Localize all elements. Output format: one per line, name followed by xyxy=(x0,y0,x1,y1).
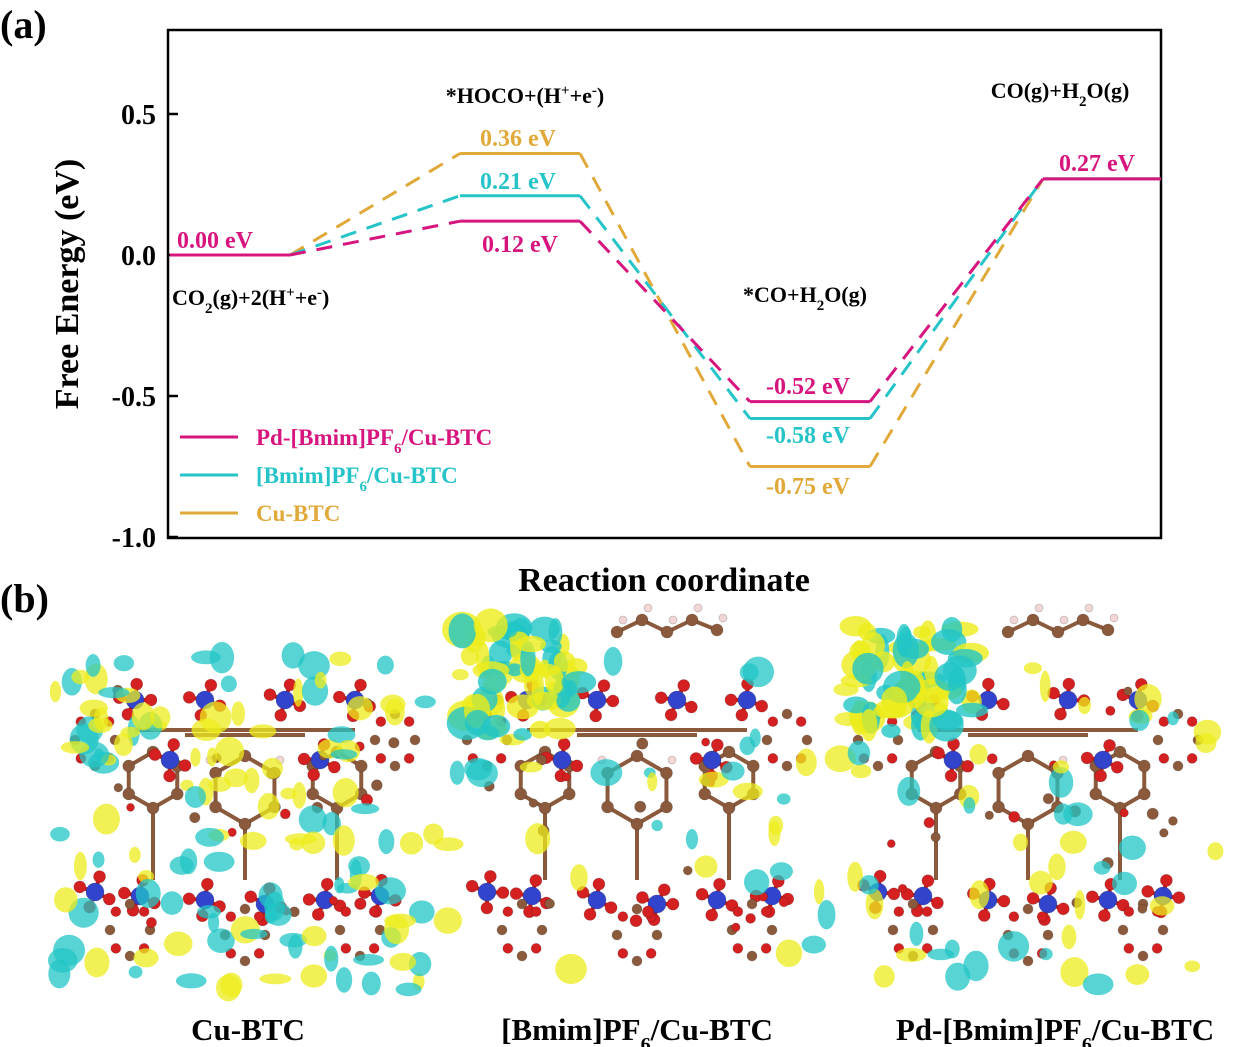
charge-density-structures xyxy=(48,603,1224,1002)
connector xyxy=(578,152,752,468)
connector xyxy=(868,178,1045,468)
connector xyxy=(578,194,752,420)
value-label: -0.52 eV xyxy=(766,374,851,400)
panel-a-label: (a) xyxy=(0,2,47,47)
structure-model xyxy=(433,603,836,985)
y-axis: 0.5 0.0 -0.5 -1.0 xyxy=(112,100,178,554)
state-label: *HOCO+(H++e-) xyxy=(446,83,604,108)
y-tick-label: -0.5 xyxy=(112,382,156,413)
y-tick-label: -1.0 xyxy=(112,523,156,554)
connector xyxy=(868,177,1045,420)
y-axis-label: Free Energy (eV) xyxy=(49,159,86,409)
state-label: CO2(g)+2(H++e-) xyxy=(172,285,329,317)
series-layer xyxy=(170,151,1161,468)
connector xyxy=(868,177,1045,403)
x-axis-label: Reaction coordinate xyxy=(518,562,810,599)
legend-label: Cu-BTC xyxy=(256,501,340,526)
value-labels: 0.00 eV 0.12 eV -0.52 eV 0.27 eV 0.21 eV -0.5… xyxy=(177,126,1136,500)
connector xyxy=(289,219,461,257)
value-label: 0.21 eV xyxy=(480,169,557,195)
structure-caption: [Bmim]PF6/Cu-BTC xyxy=(501,1012,773,1047)
structure-caption: Pd-[Bmim]PF6/Cu-BTC xyxy=(896,1012,1214,1047)
state-label: *CO+H2O(g) xyxy=(743,282,867,314)
legend: Pd-[Bmim]PF6/Cu-BTC [Bmim]PF6/Cu-BTC Cu-BT… xyxy=(180,425,492,526)
value-label: -0.75 eV xyxy=(766,474,851,500)
legend-label: [Bmim]PF6/Cu-BTC xyxy=(256,463,458,495)
value-label: 0.27 eV xyxy=(1059,151,1136,177)
structure-captions: Cu-BTC [Bmim]PF6/Cu-BTC Pd-[Bmim]PF6/Cu-BT… xyxy=(191,1012,1214,1047)
value-label: -0.58 eV xyxy=(766,423,851,449)
connector xyxy=(289,152,461,257)
value-label: 0.12 eV xyxy=(482,232,559,258)
value-label: 0.36 eV xyxy=(480,126,557,152)
state-label: CO(g)+H2O(g) xyxy=(991,78,1130,110)
connector xyxy=(289,194,461,257)
series-0 xyxy=(170,177,1161,404)
connector xyxy=(578,220,752,403)
energy-profile-chart: 0.5 0.0 -0.5 -1.0 Free Energy (eV) Reaction… xyxy=(49,28,1163,599)
structure-model xyxy=(48,641,444,1002)
value-label: 0.00 eV xyxy=(177,228,254,254)
y-tick-label: 0.0 xyxy=(121,241,156,272)
legend-label: Pd-[Bmim]PF6/Cu-BTC xyxy=(256,425,492,457)
y-tick-label: 0.5 xyxy=(121,100,156,131)
panel-b-label: (b) xyxy=(0,576,49,621)
state-labels: CO2(g)+2(H++e-) *HOCO+(H++e-) *CO+H2O(g) CO… xyxy=(172,78,1129,317)
structure-model xyxy=(824,603,1224,996)
plot-frame xyxy=(166,28,1163,540)
structure-caption: Cu-BTC xyxy=(191,1012,305,1047)
